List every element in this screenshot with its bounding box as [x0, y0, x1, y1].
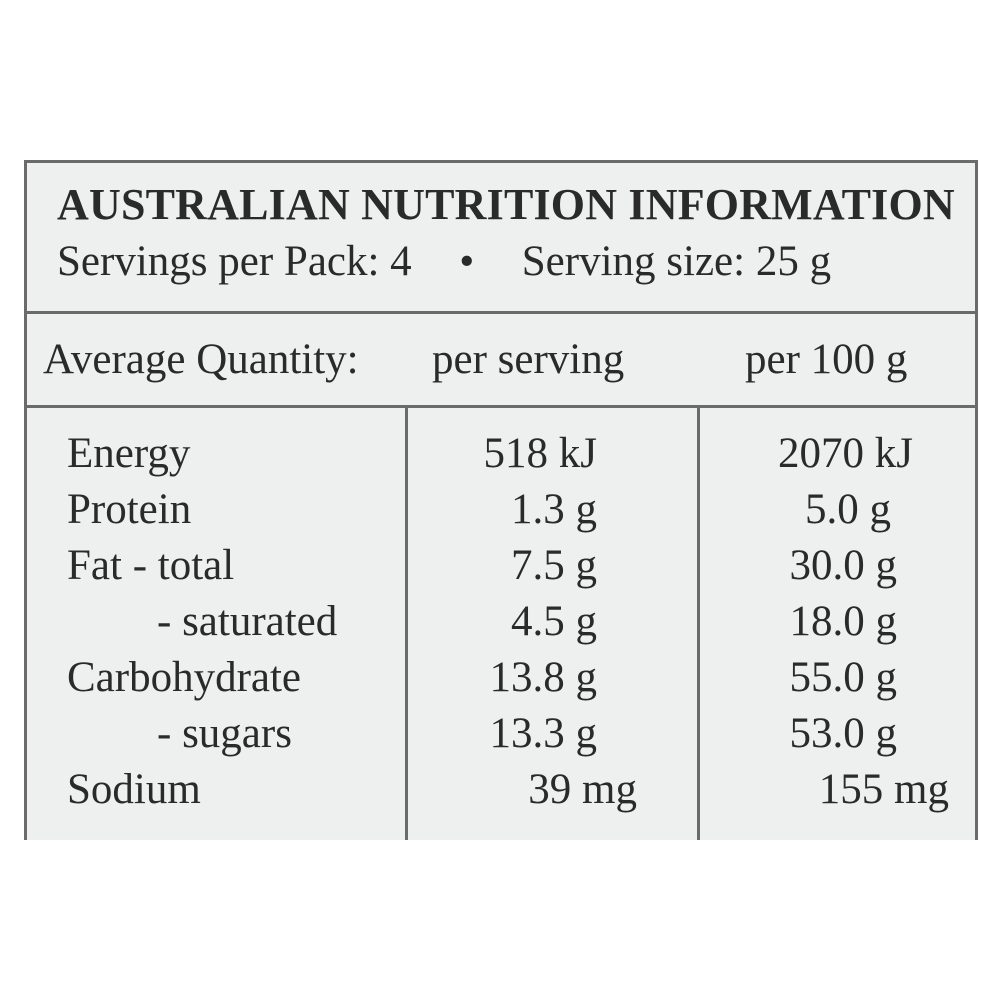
per-serving-value: 7.5 g	[511, 542, 597, 589]
nutrient-row-sugars: - sugars 13.3 g 53.0 g	[27, 709, 975, 765]
per-100g-header: per 100 g	[745, 336, 908, 383]
header-top-rule	[27, 311, 975, 314]
per-100g-value: 55.0 g	[789, 654, 898, 701]
panel-title: AUSTRALIAN NUTRITION INFORMATION	[57, 180, 955, 229]
per-100g-value: 2070 kJ	[778, 430, 913, 477]
nutrient-row-saturated: - saturated 4.5 g 18.0 g	[27, 597, 975, 653]
per-100g-value: 18.0 g	[789, 598, 898, 645]
nutrient-row-sodium: Sodium 39 mg 155 mg	[27, 765, 975, 821]
nutrient-name: - sugars	[157, 710, 292, 757]
servings-line: Servings per Pack: 4 • Serving size: 25 …	[57, 237, 831, 286]
nutrient-row-fat-total: Fat - total 7.5 g 30.0 g	[27, 541, 975, 597]
per-serving-header: per serving	[432, 336, 625, 383]
per-serving-value: 1.3 g	[511, 486, 597, 533]
nutrient-name: Carbohydrate	[67, 654, 302, 701]
per-100g-value: 53.0 g	[789, 710, 898, 757]
nutrition-panel: AUSTRALIAN NUTRITION INFORMATION Serving…	[24, 160, 978, 840]
per-serving-value: 13.8 g	[489, 654, 598, 701]
column-divider-2	[697, 405, 700, 840]
servings-per-pack: Servings per Pack: 4	[57, 238, 412, 285]
per-serving-value: 13.3 g	[489, 710, 598, 757]
header-bottom-rule	[27, 405, 975, 408]
nutrient-row-protein: Protein 1.3 g 5.0 g	[27, 485, 975, 541]
nutrient-name: Protein	[67, 486, 192, 533]
nutrient-name: Energy	[67, 430, 191, 477]
per-100g-value: 155 mg	[818, 766, 949, 813]
servings-separator: •	[459, 238, 475, 285]
per-100g-value: 5.0 g	[805, 486, 891, 533]
per-serving-value: 39 mg	[528, 766, 637, 813]
nutrient-row-carbohydrate: Carbohydrate 13.8 g 55.0 g	[27, 653, 975, 709]
average-quantity-label: Average Quantity:	[43, 336, 359, 383]
nutrient-name: Fat - total	[67, 542, 235, 589]
nutrient-row-energy: Energy 518 kJ 2070 kJ	[27, 429, 975, 485]
serving-size: Serving size: 25 g	[521, 238, 832, 285]
nutrient-name: Sodium	[67, 766, 201, 813]
per-100g-value: 30.0 g	[789, 542, 898, 589]
nutrient-name: - saturated	[157, 598, 338, 645]
column-divider-1	[405, 405, 408, 840]
per-serving-value: 4.5 g	[511, 598, 597, 645]
per-serving-value: 518 kJ	[483, 430, 597, 477]
